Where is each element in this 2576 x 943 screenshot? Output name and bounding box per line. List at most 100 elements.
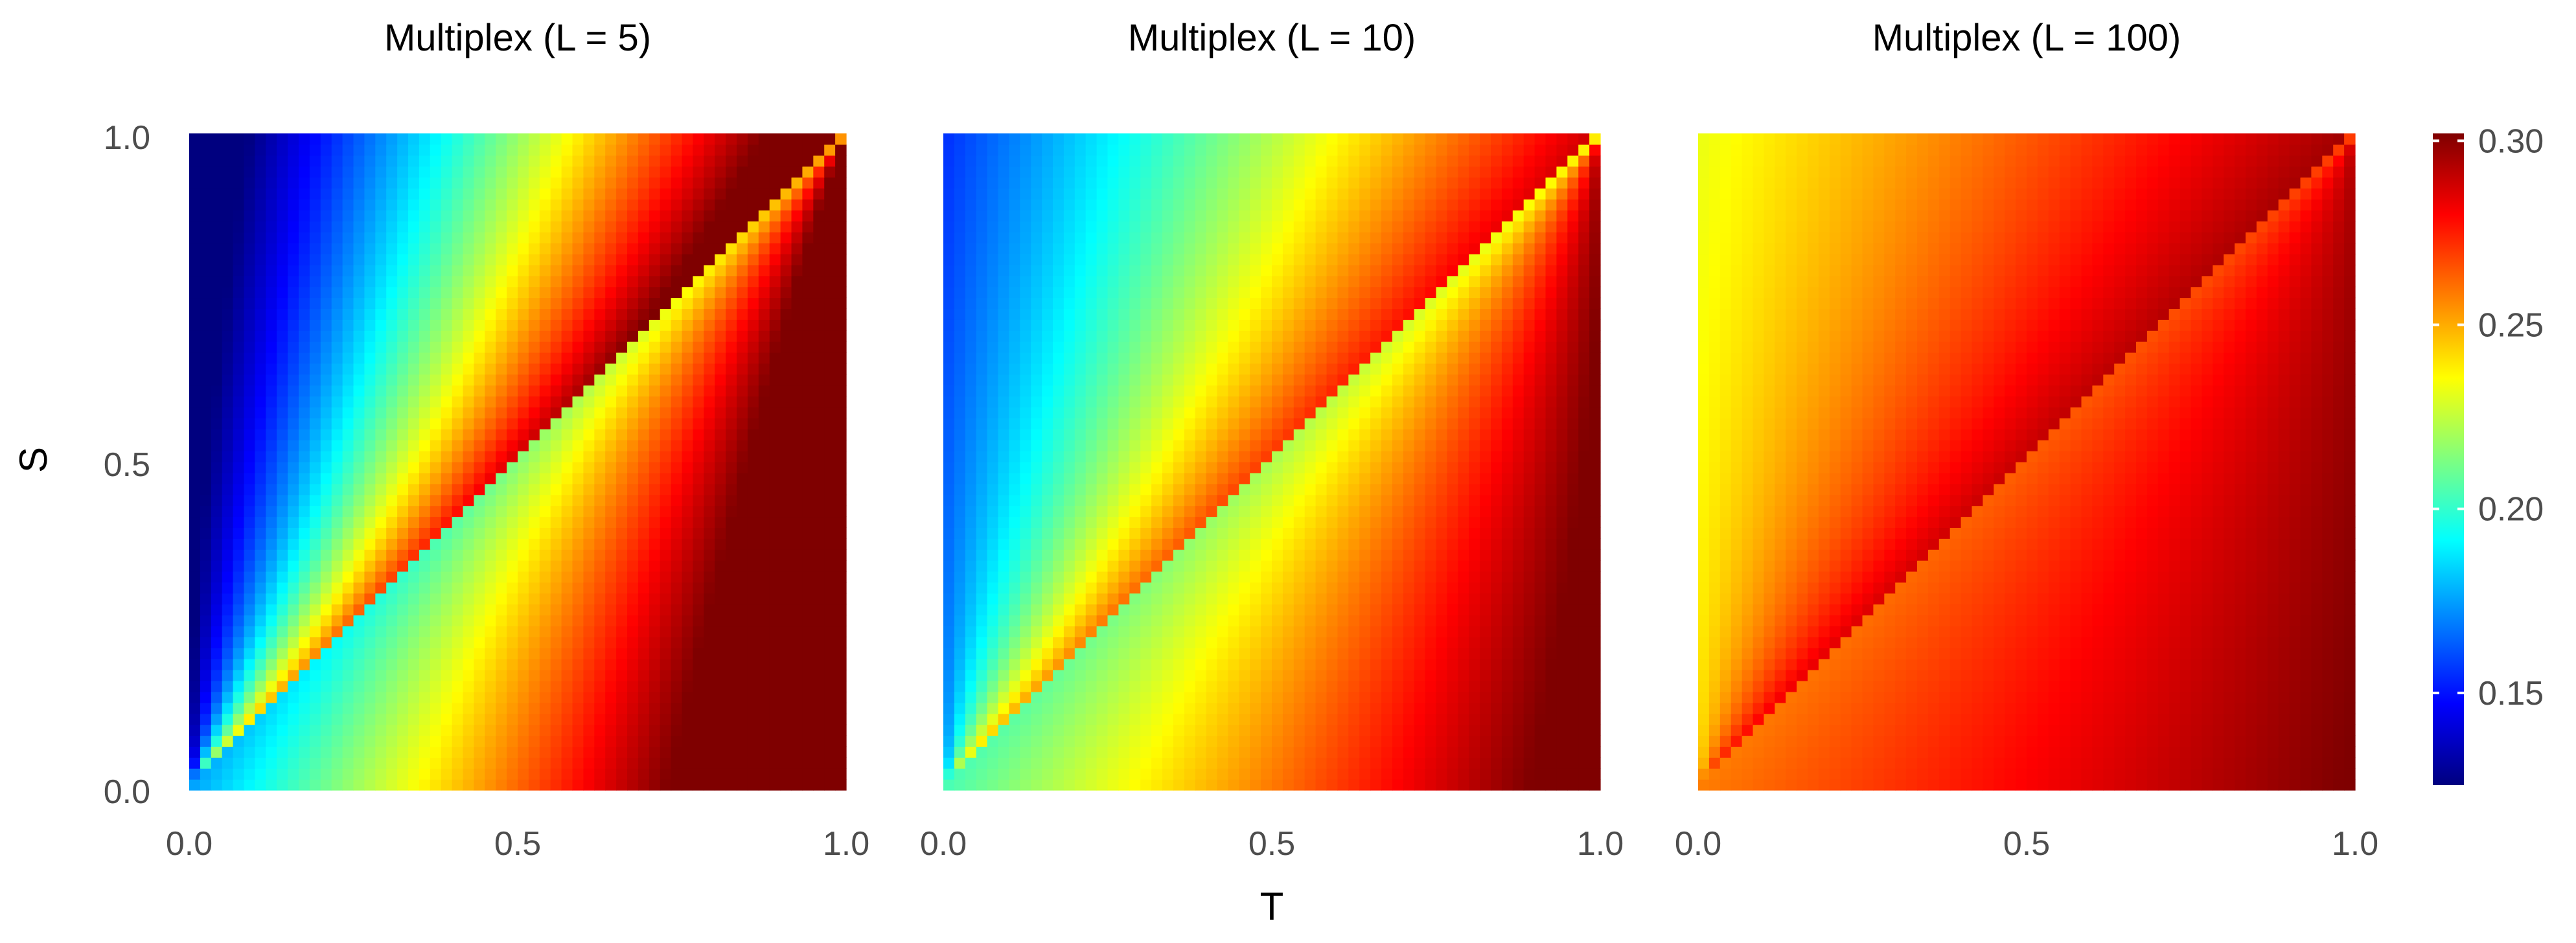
- heatmap-cell: [583, 691, 595, 703]
- heatmap-cell: [835, 221, 847, 233]
- heatmap-cell: [1020, 746, 1031, 758]
- heatmap-cell: [943, 571, 955, 583]
- heatmap-cell: [539, 516, 551, 528]
- heatmap-cell: [791, 144, 803, 156]
- heatmap-cell: [1589, 691, 1601, 703]
- heatmap-cell: [222, 374, 234, 386]
- heatmap-cell: [704, 166, 715, 178]
- heatmap-cell: [408, 768, 420, 780]
- heatmap-cell: [1173, 681, 1185, 692]
- heatmap-cell: [441, 144, 453, 156]
- heatmap-cell: [660, 735, 672, 747]
- heatmap-cell: [288, 440, 299, 451]
- heatmap-cell: [222, 385, 234, 397]
- heatmap-cell: [671, 648, 683, 659]
- heatmap-cell: [1458, 593, 1469, 605]
- heatmap-cell: [791, 199, 803, 210]
- heatmap-cell: [704, 144, 715, 156]
- heatmap-cell: [233, 352, 245, 364]
- heatmap-cell: [954, 626, 966, 637]
- heatmap-cell: [309, 560, 321, 572]
- heatmap-cell: [342, 451, 354, 462]
- heatmap-cell: [189, 724, 201, 736]
- heatmap-cell: [747, 133, 759, 145]
- heatmap-cell: [441, 451, 453, 462]
- heatmap-cell: [452, 768, 464, 780]
- heatmap-cell: [397, 396, 409, 408]
- heatmap-cell: [660, 155, 672, 167]
- heatmap-cell: [320, 407, 332, 418]
- heatmap-cell: [561, 407, 573, 418]
- heatmap-cell: [550, 724, 562, 736]
- heatmap-cell: [715, 746, 726, 758]
- heatmap-cell: [1403, 560, 1415, 572]
- heatmap-cell: [824, 297, 836, 309]
- heatmap-cell: [441, 429, 453, 440]
- heatmap-cell: [1140, 768, 1152, 780]
- heatmap-cell: [693, 429, 704, 440]
- heatmap-cell: [791, 483, 803, 495]
- heatmap-cell: [649, 330, 661, 342]
- heatmap-cell: [364, 133, 376, 145]
- heatmap-cell: [353, 297, 365, 309]
- heatmap-cell: [1031, 626, 1042, 637]
- heatmap-cell: [1206, 626, 1218, 637]
- heatmap-cell: [353, 374, 365, 386]
- heatmap-cell: [211, 221, 223, 233]
- heatmap-cell: [1009, 746, 1020, 758]
- heatmap-cell: [518, 604, 529, 616]
- heatmap-cell: [1556, 713, 1568, 725]
- heatmap-cell: [485, 440, 496, 451]
- heatmap-cell: [1359, 713, 1371, 725]
- heatmap-cell: [430, 199, 442, 210]
- heatmap-cell: [660, 253, 672, 266]
- heatmap-cell: [222, 472, 234, 484]
- heatmap-cell: [342, 199, 354, 210]
- heatmap-cell: [1063, 571, 1075, 583]
- heatmap-cell: [1228, 768, 1239, 780]
- heatmap-cell: [550, 330, 562, 342]
- heatmap-cell: [671, 264, 683, 277]
- heatmap-cell: [507, 494, 518, 506]
- heatmap-cell: [561, 549, 573, 561]
- heatmap-cell: [1129, 768, 1141, 780]
- heatmap-cell: [375, 571, 387, 583]
- heatmap-cell: [299, 462, 310, 473]
- heatmap-cell: [386, 604, 398, 616]
- heatmap-cell: [726, 264, 737, 277]
- heatmap-cell: [189, 429, 201, 440]
- heatmap-cell: [485, 626, 496, 637]
- heatmap-cell: [1589, 615, 1601, 627]
- heatmap-cell: [299, 691, 310, 703]
- heatmap-cell: [200, 735, 212, 747]
- heatmap-cell: [353, 221, 365, 233]
- heatmap-cell: [528, 549, 540, 561]
- heatmap-cell: [1085, 626, 1098, 637]
- heatmap-cell: [1458, 670, 1469, 681]
- heatmap-cell: [1425, 560, 1437, 572]
- heatmap-cell: [550, 702, 562, 714]
- heatmap-cell: [682, 352, 693, 364]
- heatmap-cell: [965, 702, 977, 714]
- heatmap-cell: [737, 494, 748, 506]
- heatmap-cell: [715, 659, 726, 670]
- heatmap-cell: [1491, 757, 1502, 769]
- heatmap-cell: [791, 735, 803, 747]
- heatmap-cell: [715, 604, 726, 616]
- heatmap-cell: [485, 549, 496, 561]
- heatmap-cell: [1063, 615, 1075, 627]
- heatmap-cell: [660, 757, 672, 769]
- heatmap-cell: [998, 527, 1009, 539]
- heatmap-cell: [342, 396, 354, 408]
- heatmap-cell: [726, 702, 737, 714]
- heatmap-cell: [943, 615, 955, 627]
- heatmap-cell: [704, 483, 715, 495]
- heatmap-cell: [1348, 681, 1360, 692]
- heatmap-cell: [1009, 724, 1020, 736]
- heatmap-cell: [769, 429, 781, 440]
- heatmap-cell: [200, 691, 212, 703]
- heatmap-cell: [364, 418, 376, 429]
- heatmap-cell: [539, 571, 551, 583]
- heatmap-cell: [1195, 681, 1207, 692]
- heatmap-cell: [987, 648, 999, 659]
